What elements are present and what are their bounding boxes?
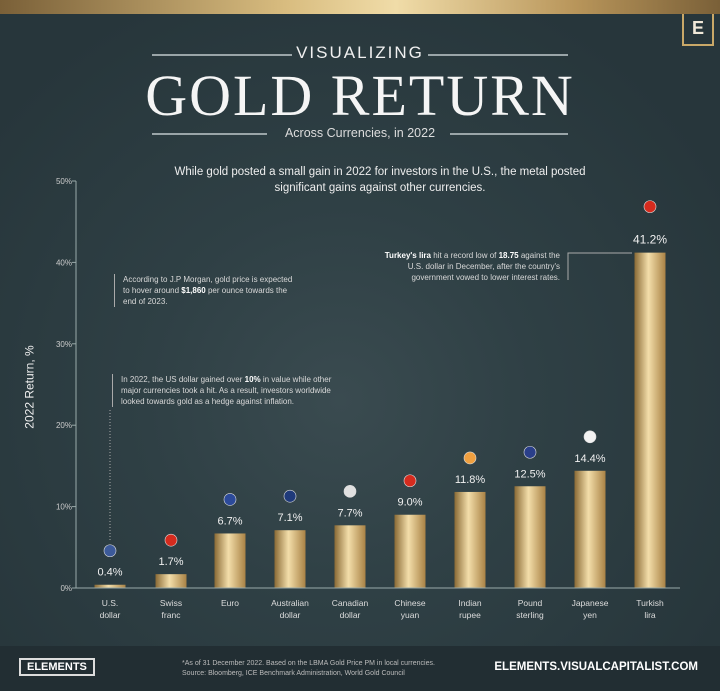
data-label: 14.4% (574, 453, 605, 465)
x-tick-label: rupee (459, 610, 481, 620)
footnote: *As of 31 December 2022. Based on the LB… (182, 660, 435, 667)
y-tick-label: 30% (56, 340, 72, 349)
bar-3 (274, 530, 306, 588)
elements-logo: E (682, 14, 714, 46)
y-tick-label: 40% (56, 258, 72, 267)
data-label: 9.0% (397, 497, 422, 509)
bar-2 (214, 533, 246, 588)
x-tick-label: yen (583, 610, 597, 620)
source-note: *As of 31 December 2022. Based on the LB… (182, 659, 435, 679)
x-tick-label: U.S. (102, 598, 119, 608)
x-tick-label: lira (644, 610, 656, 620)
bar-1 (155, 574, 187, 588)
kicker: VISUALIZING (296, 43, 424, 62)
y-tick-label: 0% (60, 584, 72, 593)
y-tick-label: 10% (56, 503, 72, 512)
bar-chart: 0% 10% 20% 30% 40% 50% 0.4% U.S. dollar 1.7% Swiss… (56, 177, 680, 620)
x-tick-label: Indian (458, 598, 481, 608)
x-tick-label: Canadian (332, 598, 369, 608)
canada-flag-icon (343, 485, 357, 498)
australia-flag-icon (283, 489, 297, 503)
india-flag-icon (463, 451, 477, 465)
x-tick-label: dollar (340, 610, 361, 620)
data-label: 0.4% (97, 567, 122, 579)
page-title: GOLD RETURN (145, 63, 575, 128)
bar-4 (334, 525, 366, 588)
source: Source: Bloomberg, ICE Benchmark Adminis… (182, 670, 405, 677)
us-flag-icon (103, 544, 117, 558)
divider (450, 133, 568, 135)
bar-5 (394, 514, 426, 588)
elements-brand: ELEMENTS (19, 658, 95, 676)
y-tick-label: 50% (56, 177, 72, 186)
x-tick-label: Australian (271, 598, 309, 608)
footer (0, 646, 720, 691)
uk-flag-icon (523, 445, 537, 459)
divider (152, 133, 267, 135)
china-flag-icon (403, 474, 417, 488)
x-tick-label: sterling (516, 610, 544, 620)
data-label: 11.8% (455, 474, 486, 486)
swiss-flag-icon (164, 533, 178, 547)
x-tick-label: Pound (518, 598, 543, 608)
y-tick-label: 20% (56, 421, 72, 430)
gold-top-bar (0, 0, 720, 14)
x-tick-label: Chinese (394, 598, 425, 608)
bar-0 (94, 584, 126, 588)
x-tick-label: Japanese (572, 598, 609, 608)
lira-note: Turkey's lira hit a record low of 18.75 … (384, 251, 560, 282)
x-tick-label: Turkish (636, 598, 664, 608)
bar-9 (634, 252, 666, 588)
data-label: 41.2% (633, 233, 667, 247)
divider (428, 54, 568, 56)
x-tick-label: dollar (280, 610, 301, 620)
data-label: 7.7% (337, 507, 362, 519)
bar-6 (454, 491, 486, 588)
intro-text: While gold posted a small gain in 2022 f… (174, 166, 586, 194)
data-label: 6.7% (217, 515, 242, 527)
usd-note: In 2022, the US dollar gained over 10% i… (112, 374, 351, 407)
x-tick-label: yuan (401, 610, 420, 620)
lira-note-leader (567, 252, 632, 280)
eu-flag-icon (223, 493, 237, 506)
website-link[interactable]: ELEMENTS.VISUALCAPITALIST.COM (494, 661, 698, 673)
x-tick-label: dollar (100, 610, 121, 620)
subtitle: Across Currencies, in 2022 (284, 126, 436, 140)
data-label: 7.1% (277, 512, 302, 524)
japan-flag-icon (583, 430, 597, 444)
bar-8 (574, 470, 606, 588)
divider (152, 54, 292, 56)
turkey-flag-icon (643, 200, 657, 213)
data-label: 12.5% (514, 468, 545, 480)
x-tick-label: franc (162, 610, 182, 620)
bar-7 (514, 486, 546, 588)
x-tick-label: Euro (221, 598, 239, 608)
data-label: 1.7% (158, 556, 183, 568)
jpm-note: According to J.P Morgan, gold price is e… (114, 274, 293, 307)
x-tick-label: Swiss (160, 598, 182, 608)
